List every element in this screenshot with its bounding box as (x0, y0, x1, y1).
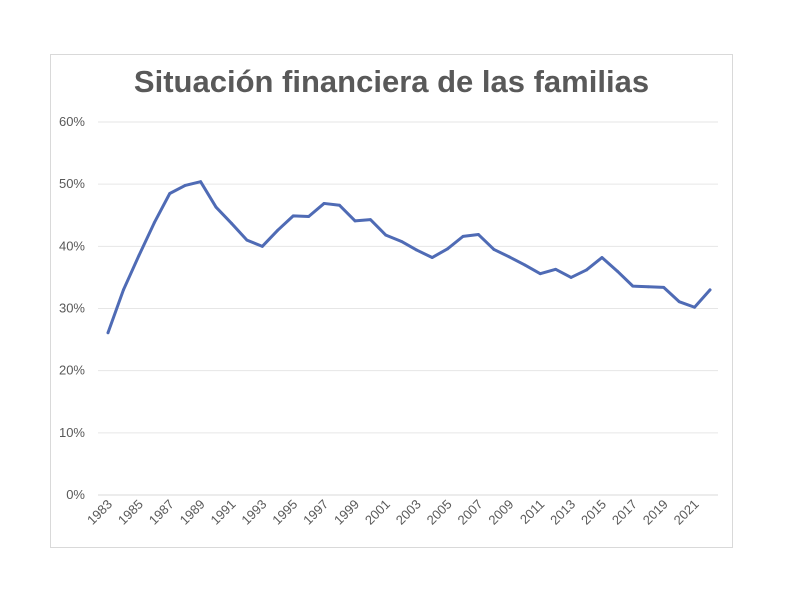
x-tick-label: 2003 (393, 497, 424, 528)
data-point (631, 284, 635, 288)
data-point (492, 248, 496, 251)
data-point (399, 239, 403, 243)
x-tick-label: 1985 (115, 497, 146, 528)
data-point (569, 276, 573, 279)
data-point (461, 234, 465, 238)
data-point (307, 215, 311, 218)
x-tick-label: 1999 (331, 497, 362, 528)
data-point (477, 233, 480, 236)
data-point (554, 267, 558, 271)
data-point (291, 214, 295, 218)
data-point (230, 221, 233, 225)
x-tick-label: 2015 (578, 497, 609, 528)
data-point (523, 263, 527, 267)
data-point (260, 244, 264, 248)
x-tick-label: 1997 (300, 497, 331, 528)
x-tick-label: 2013 (547, 497, 578, 528)
data-point (137, 254, 141, 258)
data-point (415, 248, 419, 252)
y-axis-ticks: 0% 10% 20% 30% 40% 50% 60% (59, 114, 85, 502)
data-point (276, 228, 280, 232)
x-tick-label: 2019 (640, 497, 671, 528)
x-tick-label: 1991 (208, 497, 239, 528)
data-point (430, 256, 434, 259)
data-point (384, 233, 388, 237)
data-point (183, 184, 187, 187)
chart-frame (50, 54, 733, 548)
data-point (369, 218, 372, 222)
data-point (662, 285, 666, 289)
x-tick-label: 2017 (609, 497, 640, 528)
x-tick-label: 2001 (362, 497, 393, 528)
series-group (106, 180, 712, 335)
y-tick-label: 30% (59, 301, 85, 316)
data-point (199, 180, 203, 184)
data-point (322, 202, 326, 205)
y-tick-label: 20% (59, 363, 85, 378)
data-point (708, 288, 712, 292)
data-point (538, 272, 542, 276)
data-point (446, 247, 449, 251)
x-tick-label: 2007 (455, 497, 486, 528)
y-tick-label: 60% (59, 114, 85, 129)
data-point (646, 285, 650, 289)
x-tick-label: 1993 (238, 497, 269, 528)
x-tick-label: 2021 (671, 497, 702, 528)
x-tick-label: 2011 (517, 497, 547, 527)
y-tick-label: 50% (59, 176, 85, 191)
series-line (106, 180, 712, 335)
data-point (214, 205, 218, 209)
data-point (693, 305, 696, 309)
data-point (353, 219, 357, 223)
data-point (245, 238, 249, 242)
chart-title: Situación financiera de las familias (133, 64, 650, 99)
data-point (600, 256, 604, 259)
x-tick-label: 1989 (177, 497, 208, 528)
x-tick-label: 1987 (146, 497, 177, 528)
y-tick-label: 10% (59, 425, 85, 440)
data-point (585, 268, 588, 272)
gridlines (98, 121, 718, 496)
data-point (507, 255, 511, 259)
x-tick-label: 2009 (485, 497, 516, 528)
y-tick-label: 40% (59, 238, 85, 253)
data-point (168, 192, 172, 195)
x-tick-label: 2005 (424, 497, 455, 528)
data-point (615, 269, 619, 273)
data-point (677, 300, 681, 304)
data-point (106, 331, 110, 335)
data-point (122, 288, 125, 292)
data-point (338, 203, 341, 207)
x-axis-ticks: 1983 1985 1987 1989 1991 1993 1995 1997 1999 2001… (84, 497, 702, 528)
data-point (152, 221, 156, 225)
y-tick-label: 0% (66, 487, 85, 502)
x-tick-label: 1995 (269, 497, 300, 528)
x-tick-label: 1983 (84, 497, 115, 528)
